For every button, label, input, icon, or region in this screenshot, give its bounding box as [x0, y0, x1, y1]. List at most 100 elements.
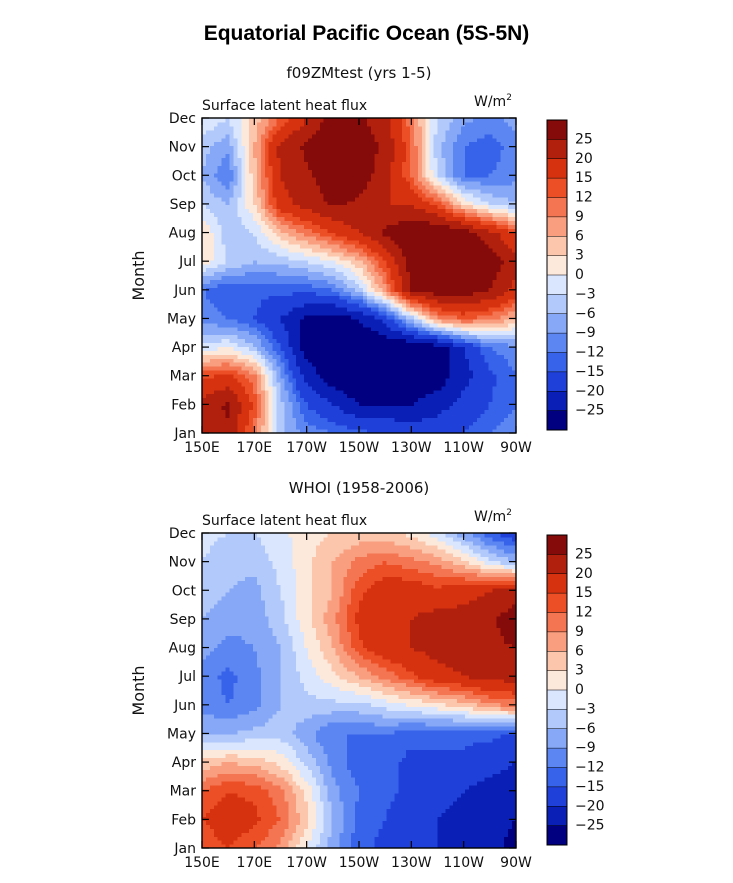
heatmap-cell: [433, 200, 439, 206]
heatmap-cell: [457, 397, 462, 403]
heatmap-cell: [417, 314, 423, 320]
heatmap-cell: [445, 330, 450, 336]
heatmap-cell: [245, 346, 250, 351]
heatmap-cell: [284, 429, 289, 434]
heatmap-cell: [429, 354, 435, 359]
heatmap-cell: [406, 310, 411, 316]
heatmap-cell: [307, 283, 313, 288]
heatmap-cell: [249, 314, 254, 320]
heatmap-cell: [472, 385, 478, 391]
heatmap-cell: [253, 425, 258, 430]
heatmap-cell: [311, 421, 317, 426]
heatmap-cell: [429, 200, 435, 206]
heatmap-cell: [209, 208, 215, 214]
heatmap-cell: [256, 275, 262, 281]
heatmap-cell: [249, 188, 254, 194]
heatmap-cell: [417, 354, 423, 359]
heatmap-cell: [378, 310, 384, 316]
heatmap-cell: [500, 196, 505, 202]
heatmap-cell: [406, 192, 411, 198]
heatmap-cell: [221, 307, 227, 312]
heatmap-cell: [359, 247, 364, 253]
heatmap-cell: [272, 275, 278, 281]
heatmap-cell: [394, 377, 399, 383]
heatmap-cell: [366, 216, 372, 221]
heatmap-cell: [394, 275, 399, 281]
heatmap-cell: [366, 220, 372, 225]
heatmap-cell: [300, 196, 305, 202]
heatmap-cell: [390, 326, 395, 332]
heatmap-cell: [343, 192, 348, 198]
heatmap-cell: [272, 279, 278, 284]
heatmap-cell: [323, 405, 329, 410]
heatmap-cell: [410, 326, 415, 332]
heatmap-cell: [319, 421, 325, 426]
heatmap-cell: [331, 271, 337, 277]
heatmap-cell: [421, 259, 427, 265]
heatmap-cell: [468, 405, 474, 410]
heatmap-cell: [362, 216, 368, 221]
heatmap-cell: [366, 271, 372, 277]
heatmap-cell: [351, 251, 356, 257]
heatmap-cell: [213, 200, 219, 206]
heatmap-cell: [378, 200, 384, 206]
heatmap-cell: [335, 358, 340, 363]
heatmap-cell: [296, 291, 301, 296]
heatmap-cell: [280, 275, 286, 281]
heatmap-cell: [370, 310, 376, 316]
heatmap-cell: [484, 366, 490, 371]
heatmap-cell: [461, 334, 466, 340]
heatmap-cell: [304, 307, 309, 312]
heatmap-cell: [233, 389, 238, 395]
heatmap-cell: [413, 429, 419, 434]
heatmap-cell: [249, 358, 254, 363]
heatmap-cell: [382, 362, 388, 367]
heatmap-cell: [296, 307, 301, 312]
heatmap-cell: [315, 389, 321, 395]
heatmap-cell: [500, 208, 505, 214]
heatmap-cell: [480, 295, 486, 300]
heatmap-cell: [433, 212, 439, 218]
heatmap-cell: [464, 255, 470, 261]
heatmap-cell: [359, 354, 364, 359]
heatmap-cell: [425, 417, 431, 422]
heatmap-cell: [237, 429, 242, 434]
heatmap-cell: [437, 385, 443, 391]
heatmap-cell: [205, 224, 211, 229]
heatmap-cell: [319, 409, 325, 414]
heatmap-cell: [453, 330, 458, 336]
heatmap-cell: [225, 200, 231, 206]
heatmap-cell: [359, 291, 364, 296]
heatmap-cell: [260, 295, 266, 300]
heatmap-cell: [362, 240, 368, 245]
heatmap-cell: [504, 236, 509, 241]
heatmap-cell: [457, 295, 462, 300]
heatmap-cell: [449, 366, 454, 371]
heatmap-cell: [445, 342, 450, 347]
heatmap-cell: [468, 271, 474, 277]
heatmap-cell: [288, 385, 293, 391]
heatmap-cell: [245, 271, 250, 277]
heatmap-cell: [374, 236, 380, 241]
heatmap-cell: [256, 413, 262, 418]
heatmap-cell: [378, 389, 384, 395]
heatmap-cell: [217, 346, 223, 351]
heatmap-cell: [343, 307, 348, 312]
heatmap-cell: [359, 401, 364, 407]
heatmap-cell: [461, 188, 466, 194]
heatmap-cell: [488, 393, 494, 399]
heatmap-cell: [429, 405, 435, 410]
heatmap-cell: [410, 212, 415, 218]
heatmap-cell: [457, 299, 462, 304]
heatmap-cell: [378, 417, 384, 422]
heatmap-cell: [488, 409, 494, 414]
heatmap-cell: [327, 267, 333, 273]
heatmap-cell: [453, 413, 458, 418]
heatmap-cell: [417, 409, 423, 414]
heatmap-cell: [351, 373, 356, 379]
heatmap-cell: [355, 350, 360, 355]
heatmap-cell: [508, 405, 513, 410]
heatmap-cell: [315, 200, 321, 206]
heatmap-cell: [245, 326, 250, 332]
heatmap-cell: [292, 279, 297, 284]
